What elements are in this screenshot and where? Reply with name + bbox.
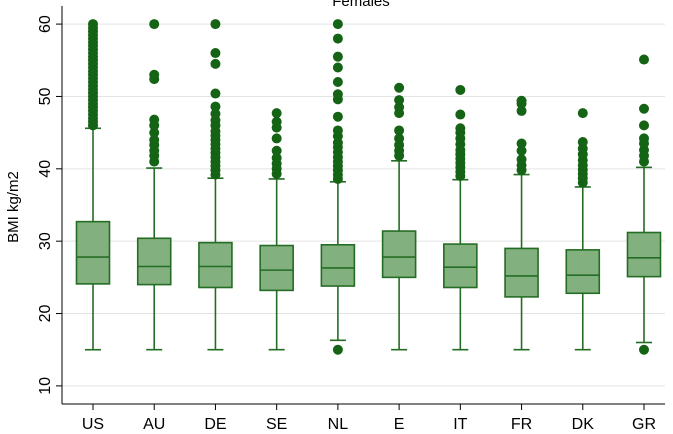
- box-iqr: [443, 243, 478, 289]
- outlier-point: [394, 133, 405, 144]
- box-iqr: [259, 244, 294, 292]
- outlier-point: [332, 19, 343, 30]
- outlier-point: [149, 114, 160, 125]
- outlier-point: [271, 145, 282, 156]
- outlier-point: [394, 95, 405, 106]
- outlier-point: [639, 103, 649, 114]
- outlier-point: [149, 127, 160, 138]
- x-tick-label: IT: [453, 416, 467, 433]
- boxes: [75, 19, 662, 355]
- box-iqr: [504, 247, 539, 298]
- outlier-point: [88, 19, 98, 30]
- box-iqr: [75, 220, 111, 285]
- box-DE: [198, 19, 233, 351]
- y-tick-label: 50: [37, 87, 54, 105]
- outlier-point: [455, 84, 466, 95]
- box-SE: [259, 108, 294, 351]
- outlier-point: [332, 62, 343, 73]
- outlier-point: [394, 125, 405, 136]
- x-tick-label: FR: [511, 416, 532, 433]
- box-AU: [136, 19, 172, 351]
- outlier-point: [455, 123, 466, 134]
- outlier-point: [332, 33, 343, 44]
- x-tick-label: DK: [572, 416, 595, 433]
- x-tick-label: NL: [328, 416, 349, 433]
- box-iqr: [565, 249, 601, 295]
- outlier-point: [516, 138, 527, 149]
- outlier-point: [271, 116, 282, 127]
- box-NL: [320, 19, 356, 355]
- outlier-point: [332, 125, 343, 136]
- x-tick-label: US: [82, 416, 104, 433]
- outlier-point: [577, 137, 588, 148]
- x-tick-label: DE: [204, 416, 226, 433]
- outlier-point: [210, 88, 221, 99]
- y-axis-title: BMI kg/m2: [5, 171, 22, 243]
- outlier-point: [639, 344, 649, 355]
- x-tick-label: AU: [143, 416, 165, 433]
- outlier-point: [516, 145, 527, 156]
- outlier-point: [332, 89, 343, 100]
- box-DK: [565, 108, 601, 351]
- outlier-point: [271, 108, 282, 119]
- axes: 10 20 30 40 50 60 US AU DE SE NL E IT FR DK GR: [37, 6, 665, 433]
- outlier-point: [332, 51, 343, 62]
- outlier-point: [639, 133, 649, 144]
- y-tick-label: 60: [37, 15, 54, 33]
- box-US: [75, 19, 111, 351]
- box-GR: [626, 54, 662, 355]
- chart-title: Females: [332, 0, 390, 10]
- outlier-point: [149, 19, 160, 30]
- box-iqr: [381, 230, 417, 279]
- box-FR: [504, 95, 539, 351]
- x-tick-label: GR: [632, 416, 656, 433]
- y-tick-label: 10: [37, 377, 54, 395]
- outlier-point: [271, 133, 282, 144]
- box-iqr: [136, 237, 172, 286]
- outlier-point: [210, 19, 221, 30]
- outlier-point: [332, 76, 343, 87]
- x-tick-label: SE: [266, 416, 287, 433]
- outlier-point: [639, 120, 649, 131]
- outlier-point: [271, 152, 282, 163]
- outlier-point: [516, 105, 527, 116]
- box-E: [381, 82, 417, 351]
- outlier-point: [332, 344, 343, 355]
- outlier-point: [639, 54, 649, 65]
- outlier-point: [210, 108, 221, 119]
- box-iqr: [198, 241, 233, 289]
- outlier-point: [577, 108, 588, 119]
- outlier-point: [210, 101, 221, 112]
- outlier-point: [210, 48, 221, 59]
- outlier-point: [516, 95, 527, 106]
- outlier-point: [210, 58, 221, 69]
- outlier-point: [394, 102, 405, 113]
- y-tick-label: 20: [37, 305, 54, 323]
- box-iqr: [626, 231, 662, 278]
- y-tick-label: 30: [37, 232, 54, 250]
- outlier-point: [332, 111, 343, 122]
- y-tick-label: 40: [37, 160, 54, 178]
- box-IT: [443, 84, 478, 351]
- outlier-point: [516, 154, 527, 165]
- outlier-point: [149, 69, 160, 80]
- x-tick-label: E: [394, 416, 405, 433]
- outlier-point: [149, 134, 160, 145]
- outlier-point: [394, 82, 405, 93]
- outlier-point: [455, 109, 466, 120]
- box-iqr: [320, 244, 356, 287]
